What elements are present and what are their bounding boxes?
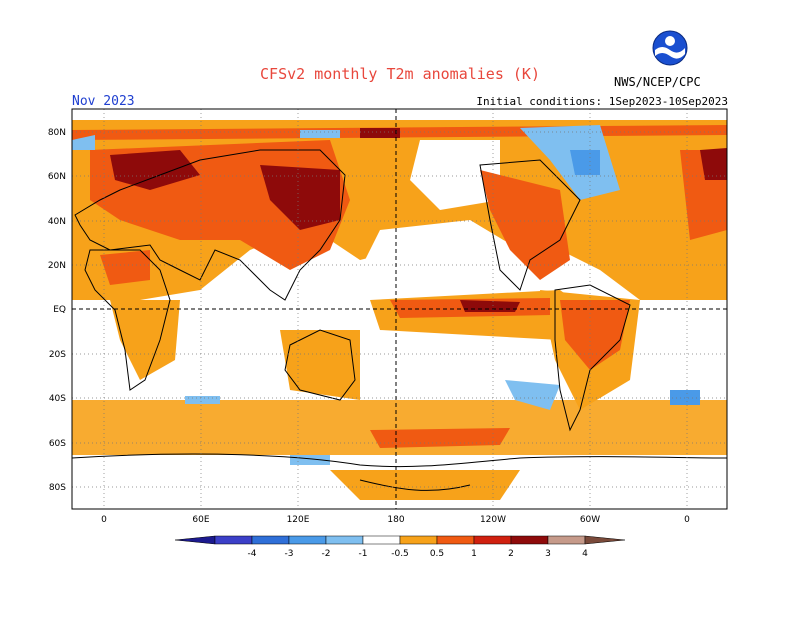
lon-label: 0 [684,515,690,525]
lon-label: 60E [192,515,209,525]
lon-label: 120E [287,515,310,525]
lon-label: 120W [480,515,506,525]
legend-swatch [362,535,401,545]
legend-swatch [436,535,475,545]
map-title: CFSv2 monthly T2m anomalies (K) [260,65,540,83]
legend-tick-label: -3 [285,549,294,559]
legend-swatch [288,535,327,545]
legend-low-extension [174,535,216,545]
agency-label: NWS/NCEP/CPC [614,75,701,89]
map-frame [71,108,728,510]
lat-label: 80S [49,483,66,493]
noaa-logo-icon [652,30,688,66]
legend-swatch [325,535,364,545]
legend-tick-label: 3 [545,549,551,559]
color-legend: -4 -3 -2 -1 -0.5 0.5 1 2 3 4 [174,535,626,559]
legend-tick-label: -0.5 [391,549,409,559]
legend-tick-label: 0.5 [430,549,444,559]
lat-label: 60N [48,172,66,182]
lat-label: 80N [48,128,66,138]
lon-label: 0 [101,515,107,525]
lat-label: 40N [48,217,66,227]
legend-swatch [473,535,512,545]
lat-label: EQ [53,305,66,315]
lat-label: 40S [49,394,66,404]
legend-tick-label: -4 [248,549,257,559]
legend-swatch [547,535,586,545]
legend-swatch [510,535,549,545]
legend-swatch [214,535,253,545]
legend-swatch [251,535,290,545]
legend-tick-label: 2 [508,549,514,559]
lat-label: 60S [49,439,66,449]
legend-tick-label: -1 [359,549,368,559]
legend-tick-label: -2 [322,549,331,559]
anomaly-field [72,109,727,509]
lat-label: 20N [48,261,66,271]
legend-swatch [399,535,438,545]
lon-label: 60W [580,515,600,525]
legend-high-extension [584,535,626,545]
legend-tick-label: 1 [471,549,477,559]
lat-label: 20S [49,350,66,360]
lon-label: 180 [387,515,404,525]
legend-tick-label: 4 [582,549,588,559]
forecast-month-label: Nov 2023 [72,94,135,109]
initial-conditions-label: Initial conditions: 1Sep2023-10Sep2023 [476,95,728,108]
reference-lines [72,109,727,509]
